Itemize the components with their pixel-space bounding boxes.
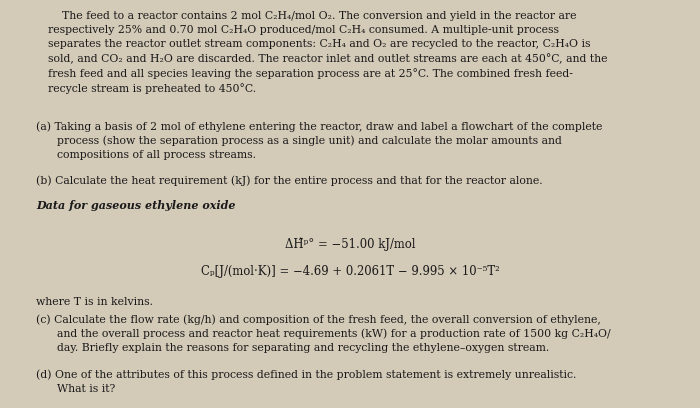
Text: where T is in kelvins.: where T is in kelvins. [36, 297, 153, 307]
Text: (a) Taking a basis of 2 mol of ethylene entering the reactor, draw and label a f: (a) Taking a basis of 2 mol of ethylene … [36, 121, 603, 160]
Text: Data for gaseous ethylene oxide: Data for gaseous ethylene oxide [36, 200, 236, 211]
Text: (b) Calculate the heat requirement (kJ) for the entire process and that for the : (b) Calculate the heat requirement (kJ) … [36, 175, 543, 186]
Text: Cₚ[J/(mol·K)] = −4.69 + 0.2061T − 9.995 × 10⁻⁵T²: Cₚ[J/(mol·K)] = −4.69 + 0.2061T − 9.995 … [201, 265, 499, 278]
Text: (c) Calculate the flow rate (kg/h) and composition of the fresh feed, the overal: (c) Calculate the flow rate (kg/h) and c… [36, 314, 611, 353]
Text: ΔĤᵖ° = −51.00 kJ/mol: ΔĤᵖ° = −51.00 kJ/mol [285, 237, 415, 251]
Text: The feed to a reactor contains 2 mol C₂H₄/mol O₂. The conversion and yield in th: The feed to a reactor contains 2 mol C₂H… [48, 11, 607, 94]
Text: (d) One of the attributes of this process defined in the problem statement is ex: (d) One of the attributes of this proces… [36, 369, 577, 394]
